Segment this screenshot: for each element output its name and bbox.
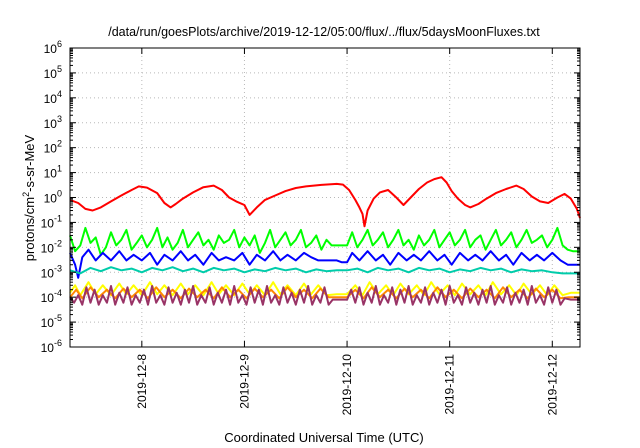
y-tick-labels: 10-610-510-410-310-210-11001011021031041… — [41, 39, 62, 355]
y-tick-label-exponent: -2 — [54, 238, 62, 248]
x-tick-label: 2019-12-8 — [135, 354, 149, 409]
series-line-2 — [69, 226, 580, 256]
x-tick-label: 2019-12-11 — [443, 354, 457, 415]
y-tick-label: 103 — [44, 114, 62, 131]
x-tick-label: 2019-12-12 — [545, 354, 559, 416]
y-tick-label-exponent: -1 — [54, 213, 62, 223]
y-axis-title-sup: 2 — [21, 192, 31, 197]
y-tick-label-exponent: -3 — [54, 263, 62, 273]
y-tick-label-base: 10 — [44, 167, 58, 181]
y-tick-label-base: 10 — [44, 42, 58, 56]
y-tick-label: 102 — [44, 139, 62, 156]
y-tick-label: 105 — [44, 64, 62, 81]
series-line-1 — [69, 176, 581, 228]
y-tick-label-base: 10 — [44, 117, 58, 131]
y-tick-label-exponent: 2 — [57, 139, 62, 149]
y-tick-label-base: 10 — [44, 67, 58, 81]
y-tick-label-base: 10 — [44, 92, 58, 106]
series-line-5 — [69, 281, 580, 297]
y-tick-label-base: 10 — [41, 291, 55, 305]
y-tick-label-exponent: 1 — [57, 164, 62, 174]
x-axis-title: Coordinated Universal Time (UTC) — [224, 430, 423, 445]
y-tick-label-base: 10 — [41, 266, 55, 280]
series-line-4 — [69, 266, 580, 275]
y-tick-label-exponent: 5 — [57, 64, 62, 74]
chart-title: /data/run/goesPlots/archive/2019-12-12/0… — [108, 25, 540, 39]
y-tick-label-base: 10 — [44, 142, 58, 156]
y-tick-label-base: 10 — [41, 341, 55, 355]
y-tick-label: 101 — [44, 164, 62, 181]
y-tick-label: 10-4 — [41, 288, 62, 305]
plot-frame — [69, 47, 581, 348]
series-line-7 — [69, 285, 580, 306]
y-tick-label: 10-6 — [41, 338, 62, 355]
y-axis-title-base: protons/cm — [22, 197, 37, 261]
x-tick-labels: 2019-12-8 2019-12-9 2019-12-10 2019-12-11 20… — [135, 354, 559, 416]
y-tick-label-exponent: 3 — [57, 114, 62, 124]
y-tick-label-base: 10 — [41, 216, 55, 230]
y-tick-label: 10-3 — [41, 263, 62, 280]
y-tick-label-exponent: 4 — [57, 89, 62, 99]
y-tick-label: 10-1 — [41, 213, 62, 230]
y-tick-label-exponent: 0 — [57, 189, 62, 199]
y-tick-label-base: 10 — [41, 316, 55, 330]
y-tick-label: 10-5 — [41, 313, 62, 330]
y-tick-label: 100 — [44, 189, 62, 206]
series-line-3 — [69, 248, 580, 279]
y-tick-label-exponent: -6 — [54, 338, 62, 348]
y-tick-label-exponent: -4 — [54, 288, 62, 298]
y-axis-title-rest: -s-sr-MeV — [22, 134, 37, 191]
y-tick-label: 106 — [44, 39, 62, 56]
y-tick-label-exponent: 6 — [57, 39, 62, 49]
series-layer — [69, 176, 581, 306]
x-tick-label: 2019-12-10 — [340, 354, 354, 416]
y-tick-label-base: 10 — [44, 192, 58, 206]
y-tick-label-base: 10 — [41, 241, 55, 255]
y-axis-title: protons/cm2-s-sr-MeV — [21, 134, 37, 261]
y-tick-label: 104 — [44, 89, 62, 106]
y-tick-label-exponent: -5 — [54, 313, 62, 323]
x-tick-label: 2019-12-9 — [237, 354, 251, 409]
y-tick-label: 10-2 — [41, 238, 62, 255]
